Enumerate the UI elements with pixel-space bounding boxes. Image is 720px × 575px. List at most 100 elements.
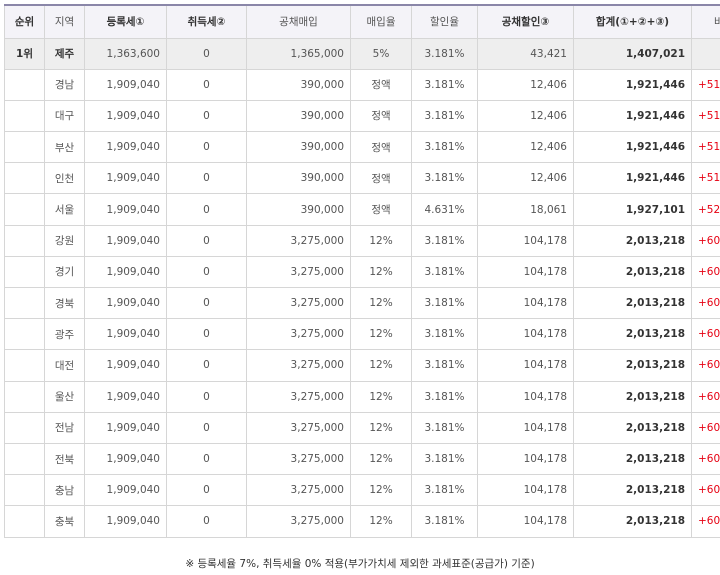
cell-rank: 1위 [4,37,45,70]
cell-note: +606,197 [691,349,720,382]
cell-bond-purchase: 390,000 [246,99,351,133]
cell-total: 1,921,446 [573,99,692,133]
header-bond-purchase: 공채매입 [246,4,351,39]
header-discount-rate: 할인율 [411,4,478,39]
cell-note: +514,425 [691,131,720,164]
cell-total: 2,013,218 [573,442,692,476]
table-row: 전남 1,909,040 0 3,275,000 12% 3.181% 104,178 2,0… [4,411,720,444]
cell-purchase-rate: 12% [350,411,412,444]
cell-note: +606,197 [691,318,720,351]
cell-region: 충북 [44,505,85,538]
cell-note: +606,197 [691,411,720,444]
cell-note: +606,197 [691,474,720,507]
cell-bond-discount: 12,406 [477,99,574,133]
table-row: 부산 1,909,040 0 390,000 정액 3.181% 12,406 1,921,4… [4,131,720,164]
table-header: 순위 지역 등록세① 취득세② 공채매입 매입율 할인율 공채할인③ 합계(①+… [4,4,720,39]
cell-rank [4,442,45,476]
cell-bond-discount: 104,178 [477,380,574,413]
cell-rank [4,131,45,164]
cell-bond-purchase: 3,275,000 [246,380,351,413]
cell-registration-tax: 1,909,040 [84,193,167,226]
cell-bond-purchase: 3,275,000 [246,505,351,538]
table-row: 대전 1,909,040 0 3,275,000 12% 3.181% 104,178 2,0… [4,349,720,382]
cell-note: +606,197 [691,286,720,320]
cell-bond-purchase: 390,000 [246,131,351,164]
cell-rank [4,193,45,226]
cell-bond-purchase: 3,275,000 [246,224,351,257]
cell-discount-rate: 3.181% [411,68,478,101]
cell-region: 경남 [44,68,85,101]
cell-region: 충남 [44,474,85,507]
cell-bond-purchase: 390,000 [246,162,351,195]
cell-bond-purchase: 1,365,000 [246,37,351,70]
cell-acquisition-tax: 0 [166,37,247,70]
header-registration-tax: 등록세① [84,4,167,39]
cell-registration-tax: 1,363,600 [84,37,167,70]
cell-bond-discount: 43,421 [477,37,574,70]
cell-bond-discount: 104,178 [477,224,574,257]
cell-purchase-rate: 12% [350,442,412,476]
cell-acquisition-tax: 0 [166,505,247,538]
cell-total: 2,013,218 [573,380,692,413]
cell-bond-purchase: 390,000 [246,193,351,226]
table-row: 충남 1,909,040 0 3,275,000 12% 3.181% 104,178 2,0… [4,474,720,507]
cell-acquisition-tax: 0 [166,99,247,133]
cell-region: 경북 [44,286,85,320]
cell-discount-rate: 3.181% [411,99,478,133]
cell-acquisition-tax: 0 [166,318,247,351]
cell-note: +606,197 [691,224,720,257]
cell-bond-discount: 12,406 [477,68,574,101]
table-row: 경기 1,909,040 0 3,275,000 12% 3.181% 104,178 2,0… [4,255,720,289]
cell-total: 2,013,218 [573,411,692,444]
cell-purchase-rate: 정액 [350,68,412,101]
cell-note: +606,197 [691,442,720,476]
cell-registration-tax: 1,909,040 [84,162,167,195]
cell-rank [4,380,45,413]
cell-total: 1,921,446 [573,162,692,195]
cell-region: 강원 [44,224,85,257]
cell-registration-tax: 1,909,040 [84,255,167,289]
cell-region: 광주 [44,318,85,351]
cell-purchase-rate: 12% [350,380,412,413]
cell-bond-discount: 104,178 [477,474,574,507]
header-region: 지역 [44,4,85,39]
cell-registration-tax: 1,909,040 [84,411,167,444]
cell-acquisition-tax: 0 [166,442,247,476]
cell-note: +520,080 [691,193,720,226]
table-row: 충북 1,909,040 0 3,275,000 12% 3.181% 104,178 2,0… [4,505,720,538]
cell-acquisition-tax: 0 [166,411,247,444]
header-acquisition-tax: 취득세② [166,4,247,39]
cell-purchase-rate: 12% [350,349,412,382]
footnote: ※ 등록세율 7%, 취득세율 0% 적용(부가가치세 제외한 과세표준(공급가… [185,558,535,570]
cell-region: 부산 [44,131,85,164]
header-bond-discount: 공채할인③ [477,4,574,39]
table-row: 1위 제주 1,363,600 0 1,365,000 5% 3.181% 43,421 1,4… [4,37,720,70]
cell-rank [4,318,45,351]
cell-purchase-rate: 정액 [350,162,412,195]
cell-discount-rate: 3.181% [411,224,478,257]
cell-total: 2,013,218 [573,286,692,320]
cell-acquisition-tax: 0 [166,349,247,382]
cell-total: 2,013,218 [573,349,692,382]
cell-bond-purchase: 3,275,000 [246,318,351,351]
cell-discount-rate: 3.181% [411,162,478,195]
cell-registration-tax: 1,909,040 [84,380,167,413]
cell-note: +514,425 [691,162,720,195]
cell-purchase-rate: 5% [350,37,412,70]
cell-rank [4,286,45,320]
cell-bond-purchase: 3,275,000 [246,442,351,476]
cell-purchase-rate: 12% [350,318,412,351]
cell-note: +514,425 [691,68,720,101]
cell-acquisition-tax: 0 [166,286,247,320]
header-purchase-rate: 매입율 [350,4,412,39]
cell-bond-discount: 104,178 [477,349,574,382]
cell-acquisition-tax: 0 [166,380,247,413]
table-row: 경남 1,909,040 0 390,000 정액 3.181% 12,406 1,921,4… [4,68,720,101]
cell-rank [4,255,45,289]
cell-discount-rate: 3.181% [411,37,478,70]
header-total: 합계(①+②+③) [573,4,692,39]
cell-region: 전북 [44,442,85,476]
cell-purchase-rate: 정액 [350,99,412,133]
table-body: 1위 제주 1,363,600 0 1,365,000 5% 3.181% 43,421 1,4… [4,37,720,538]
cost-comparison-table: 순위 지역 등록세① 취득세② 공채매입 매입율 할인율 공채할인③ 합계(①+… [4,4,720,538]
